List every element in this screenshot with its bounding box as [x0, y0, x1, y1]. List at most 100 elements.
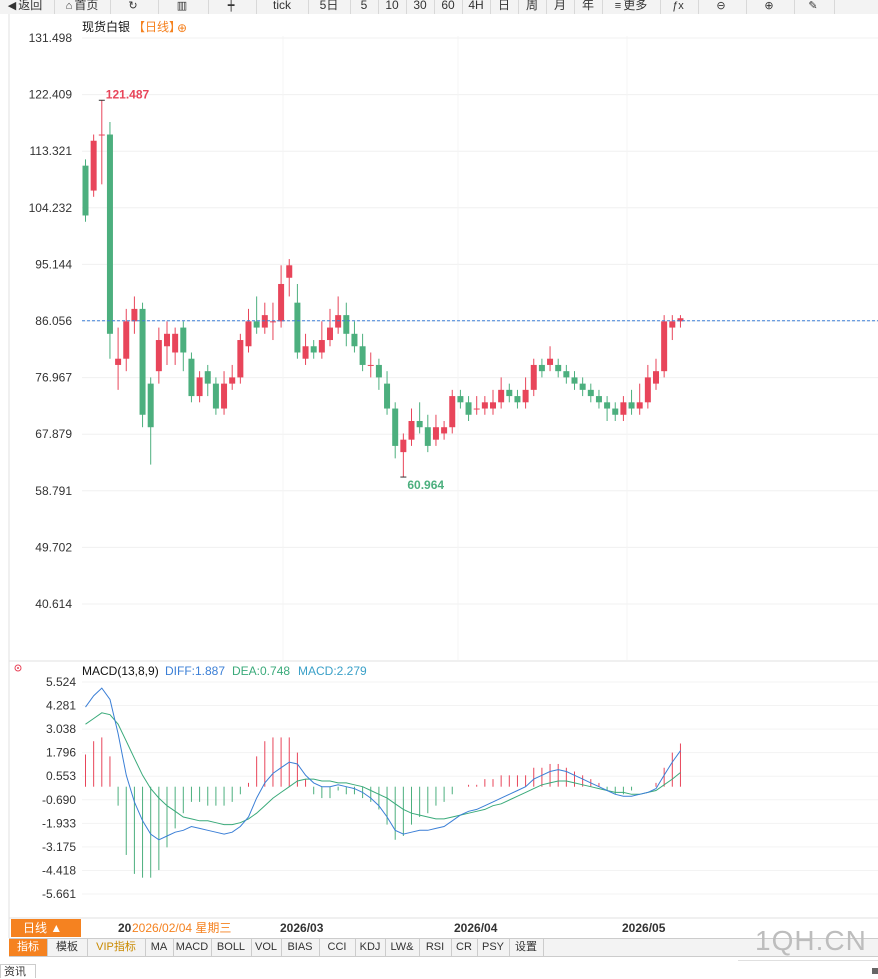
- indicator-4[interactable]: MACD: [173, 939, 212, 956]
- period-10m-button[interactable]: 10: [378, 0, 407, 14]
- indicator-12[interactable]: CR: [451, 939, 478, 956]
- refresh-button[interactable]: ↻: [110, 0, 159, 14]
- chart-type-button[interactable]: ▥: [158, 0, 209, 14]
- candlestick-icon: ┿: [227, 0, 235, 12]
- period-30m-button-label: 30: [413, 0, 427, 12]
- macd-tick-label: -4.418: [42, 863, 76, 877]
- macd-tick-label: 5.524: [46, 675, 76, 689]
- candle-body: [636, 402, 643, 409]
- period-day-button[interactable]: 日: [490, 0, 519, 14]
- zoom-out-button[interactable]: ⊖: [698, 0, 747, 14]
- dea-line: [85, 712, 681, 826]
- macd-value: MACD:2.279: [298, 664, 367, 678]
- zoom-in-button[interactable]: ⊕: [746, 0, 795, 14]
- indicator-7[interactable]: BIAS: [281, 939, 320, 956]
- candle-body: [188, 358, 195, 397]
- period-week-button-label: 周: [525, 0, 538, 12]
- back-button-label: 返回: [18, 0, 43, 12]
- menu-icon: ≡: [614, 0, 622, 12]
- indicator-13[interactable]: PSY: [477, 939, 510, 956]
- indicator-3[interactable]: MA: [145, 939, 174, 956]
- hover-date: 2026/02/04 星期三: [132, 921, 231, 935]
- candle-body: [612, 408, 619, 415]
- macd-tick-label: -1.933: [42, 816, 76, 830]
- indicator-1[interactable]: 模板: [47, 939, 88, 956]
- draw-button[interactable]: ✎: [794, 0, 835, 14]
- formula-button[interactable]: ƒx: [660, 0, 699, 14]
- candle-body: [375, 364, 382, 378]
- resize-handle[interactable]: [872, 968, 878, 974]
- tick-button-label: tick: [273, 0, 291, 12]
- add-indicator-icon[interactable]: ⊕: [177, 21, 187, 35]
- candle-body: [269, 321, 276, 323]
- more-button[interactable]: ≡ 更多: [602, 0, 661, 14]
- indicator-0[interactable]: 指标: [9, 939, 48, 956]
- candle-body: [490, 402, 496, 409]
- diff-line: [85, 687, 681, 841]
- candle-body: [98, 134, 105, 136]
- indicator-10[interactable]: LW&: [385, 939, 420, 956]
- toolbar: ◀ 返回 ⌂ 首页 ↻ ▥ ┿ tick 5日 5 10 30 60 4H 日周月年 ≡ 更多 ƒx ⊖ ⊕ ✎: [0, 0, 878, 15]
- period-60m-button[interactable]: 60: [434, 0, 463, 14]
- period-4h-button[interactable]: 4H: [462, 0, 491, 14]
- candle-body: [457, 396, 464, 403]
- candle-body: [253, 321, 260, 328]
- candle-body: [131, 308, 138, 322]
- period-year-button[interactable]: 年: [574, 0, 603, 14]
- period-month-button[interactable]: 月: [546, 0, 575, 14]
- candle-body: [164, 333, 170, 347]
- period-10m-button-label: 10: [385, 0, 399, 12]
- info-tab[interactable]: 资讯: [0, 964, 36, 978]
- price-tick-label: 122.409: [29, 88, 73, 102]
- indicator-14[interactable]: 设置: [509, 939, 544, 956]
- pen-icon: ✎: [808, 0, 818, 12]
- indicator-9[interactable]: KDJ: [355, 939, 386, 956]
- period-5m-button-label: 5: [360, 0, 368, 12]
- home-button[interactable]: ⌂ 首页: [54, 0, 111, 14]
- candle-body: [221, 383, 228, 409]
- period-selector[interactable]: 日线 ▲: [11, 919, 81, 937]
- candle-body: [359, 346, 366, 365]
- macd-settings-icon[interactable]: [14, 664, 22, 672]
- indicator-5[interactable]: BOLL: [211, 939, 252, 956]
- period-30m-button[interactable]: 30: [406, 0, 435, 14]
- price-tick-label: 67.879: [35, 427, 72, 441]
- candle-body: [400, 439, 407, 453]
- candle-body: [416, 420, 423, 428]
- candle-body: [514, 396, 521, 403]
- indicator-2[interactable]: VIP指标: [87, 939, 146, 956]
- candle-body: [563, 371, 570, 378]
- candle-body: [620, 402, 627, 415]
- main-grid: [82, 36, 878, 660]
- tick-button[interactable]: tick: [256, 0, 309, 14]
- candle-body: [661, 321, 668, 372]
- price-tick-label: 58.791: [35, 484, 72, 498]
- more-button-label: 更多: [623, 0, 648, 12]
- price-tick-label: 40.614: [35, 597, 72, 611]
- watermark-logo: 1QH.CN: [755, 925, 867, 956]
- period-week-button[interactable]: 周: [518, 0, 547, 14]
- candle-body: [555, 364, 562, 372]
- candle-body: [644, 377, 651, 403]
- indicator-8[interactable]: CCI: [319, 939, 356, 956]
- period-5d-button[interactable]: 5日: [308, 0, 351, 14]
- max-price-label: 121.487: [106, 87, 150, 101]
- period-year-button-label: 年: [581, 0, 594, 12]
- candle-body: [245, 321, 252, 347]
- indicator-11[interactable]: RSI: [419, 939, 452, 956]
- price-tick-label: 104.232: [29, 201, 73, 215]
- indicator-6[interactable]: VOL: [251, 939, 282, 956]
- candle-body: [669, 321, 676, 328]
- period-5m-button[interactable]: 5: [350, 0, 379, 14]
- extreme-markers: 121.487 60.964: [98, 87, 444, 492]
- candle-body: [595, 396, 602, 403]
- kline-chart[interactable]: 131.498 122.409 113.321 104.232 95.144 86.056…: [0, 14, 878, 938]
- candle-body: [653, 371, 659, 384]
- candle-body: [473, 408, 480, 410]
- candle-body: [82, 165, 89, 216]
- macd-tick-label: 1.796: [46, 746, 76, 760]
- candle-body: [604, 402, 611, 409]
- candle-body: [441, 427, 448, 434]
- back-button[interactable]: ◀ 返回: [0, 0, 55, 14]
- candle-type-button[interactable]: ┿: [208, 0, 257, 14]
